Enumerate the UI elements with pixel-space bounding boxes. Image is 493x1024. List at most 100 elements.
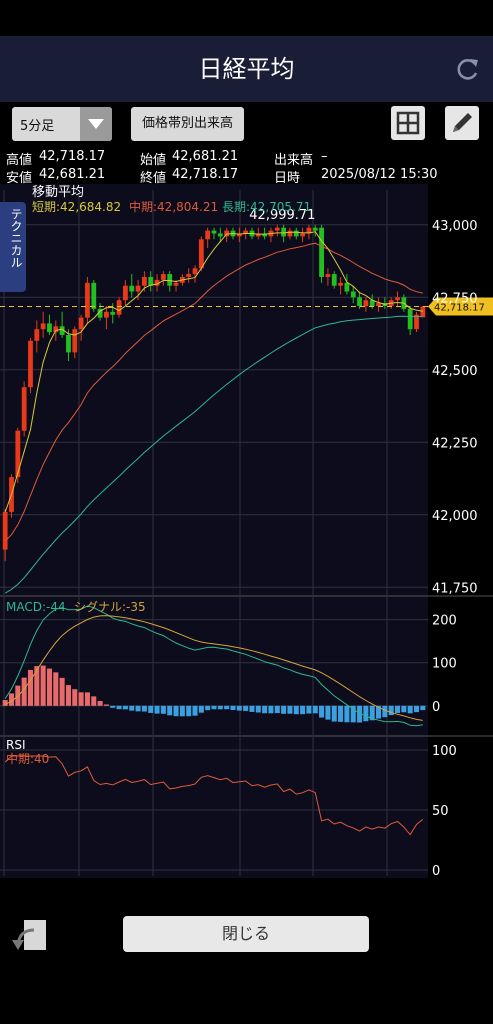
macd-histogram-bar bbox=[167, 705, 173, 716]
macd-histogram-bar bbox=[407, 705, 413, 714]
candle-body bbox=[66, 335, 71, 353]
refresh-icon[interactable] bbox=[455, 56, 481, 82]
macd-label: MACD:-44 bbox=[6, 600, 66, 614]
signal-label: シグナル:-35 bbox=[74, 600, 146, 614]
short-ma-line bbox=[4, 231, 423, 513]
macd-histogram-bar bbox=[401, 705, 407, 713]
candle-body bbox=[34, 329, 40, 341]
macd-histogram-bar bbox=[141, 705, 147, 712]
macd-histogram-bar bbox=[211, 705, 217, 710]
volume-by-price-button[interactable]: 価格帯別出来高 bbox=[131, 107, 244, 141]
toolbar: 5分足 価格帯別出来高 bbox=[0, 102, 493, 146]
macd-histogram-bar bbox=[338, 705, 344, 722]
candle-body bbox=[369, 300, 375, 306]
draw-button[interactable] bbox=[445, 106, 479, 140]
candle-body bbox=[224, 230, 230, 237]
candle-body bbox=[141, 277, 147, 286]
bottom-bar: 閉じる bbox=[0, 900, 493, 970]
page-title: 日経平均 bbox=[198, 55, 295, 83]
candle-body bbox=[236, 233, 242, 237]
technical-tab-label: テクニカル bbox=[9, 208, 23, 268]
candle-body bbox=[116, 300, 122, 315]
macd-histogram-bar bbox=[312, 705, 318, 714]
candle-body bbox=[167, 274, 173, 286]
macd-histogram-bar bbox=[382, 705, 388, 718]
candle-body bbox=[148, 277, 154, 286]
mid-ma-label: 中期:42,804.21 bbox=[129, 199, 218, 214]
macd-histogram-bar bbox=[122, 705, 128, 710]
close-button[interactable]: 閉じる bbox=[123, 916, 369, 952]
candle-body bbox=[2, 511, 8, 550]
open-value: 42,681.21 bbox=[172, 149, 239, 164]
candle-body bbox=[129, 285, 135, 292]
y-tick-label: 41,750 bbox=[432, 581, 478, 596]
candle-body bbox=[192, 268, 198, 275]
macd-histogram-bar bbox=[376, 705, 382, 719]
candle-body bbox=[344, 282, 350, 292]
grid-layout-button[interactable] bbox=[391, 106, 425, 140]
macd-tick-label: 100 bbox=[432, 657, 457, 672]
candle-body bbox=[85, 282, 90, 318]
candle-body bbox=[211, 230, 217, 234]
technical-side-tab[interactable]: テクニカル bbox=[0, 202, 26, 292]
candle-body bbox=[363, 300, 369, 306]
candle-body bbox=[110, 311, 116, 315]
y-tick-label: 42,000 bbox=[432, 509, 478, 524]
macd-histogram-bar bbox=[325, 705, 331, 720]
candle-body bbox=[97, 308, 103, 318]
macd-histogram-bar bbox=[40, 665, 46, 706]
candle-body bbox=[350, 291, 356, 298]
candle-body bbox=[319, 227, 324, 277]
candle-body bbox=[312, 227, 318, 231]
datetime-label: 日時 bbox=[274, 171, 301, 186]
candle-body bbox=[395, 297, 400, 301]
interval-value: 5分足 bbox=[20, 119, 55, 134]
macd-histogram-bar bbox=[53, 672, 59, 706]
macd-histogram-bar bbox=[103, 704, 109, 706]
rsi-tick-label: 100 bbox=[432, 744, 457, 759]
candle-body bbox=[122, 285, 128, 301]
current-price-label: 42,718.17 bbox=[434, 303, 485, 314]
long-ma-label: 長期:42,705.71 bbox=[222, 200, 311, 214]
macd-histogram-bar bbox=[281, 705, 287, 714]
candle-body bbox=[407, 308, 413, 330]
macd-histogram-bar bbox=[388, 705, 394, 716]
macd-histogram-bar bbox=[268, 705, 274, 714]
candle-body bbox=[293, 230, 299, 237]
candle-body bbox=[160, 274, 166, 280]
rsi-tick-label: 50 bbox=[432, 804, 449, 819]
candle-body bbox=[91, 282, 97, 309]
price-info-panel: 高値 42,718.17 始値 42,681.21 出来高 – 安値 42,68… bbox=[0, 146, 493, 186]
back-arrow-icon bbox=[12, 920, 46, 950]
macd-histogram-bar bbox=[154, 705, 160, 714]
candle-body bbox=[135, 285, 141, 292]
y-tick-label: 43,000 bbox=[432, 219, 478, 234]
macd-histogram-bar bbox=[205, 705, 211, 711]
macd-histogram-bar bbox=[97, 701, 103, 706]
macd-histogram-bar bbox=[344, 705, 350, 723]
rsi-tick-label: 0 bbox=[432, 864, 440, 878]
candle-body bbox=[281, 227, 287, 237]
interval-select[interactable]: 5分足 bbox=[12, 107, 112, 141]
macd-histogram-bar bbox=[306, 705, 312, 714]
back-button[interactable] bbox=[10, 916, 48, 952]
candle-body bbox=[255, 233, 261, 237]
candle-body bbox=[376, 303, 381, 306]
macd-histogram-bar bbox=[357, 705, 363, 723]
candle-body bbox=[420, 306, 426, 318]
macd-histogram-bar bbox=[394, 705, 401, 713]
macd-histogram-bar bbox=[179, 705, 185, 717]
macd-histogram-bar bbox=[192, 705, 198, 716]
macd-histogram-bar bbox=[224, 705, 230, 710]
macd-tick-label: 0 bbox=[432, 700, 440, 715]
candle-body bbox=[306, 227, 312, 234]
macd-histogram-bar bbox=[217, 705, 223, 710]
candle-body bbox=[72, 329, 78, 353]
candle-body bbox=[28, 340, 33, 388]
candle-body bbox=[205, 230, 211, 240]
macd-histogram-bar bbox=[160, 705, 166, 714]
candle-body bbox=[331, 274, 337, 286]
macd-histogram-bar bbox=[293, 705, 299, 715]
candle-body bbox=[338, 282, 343, 286]
